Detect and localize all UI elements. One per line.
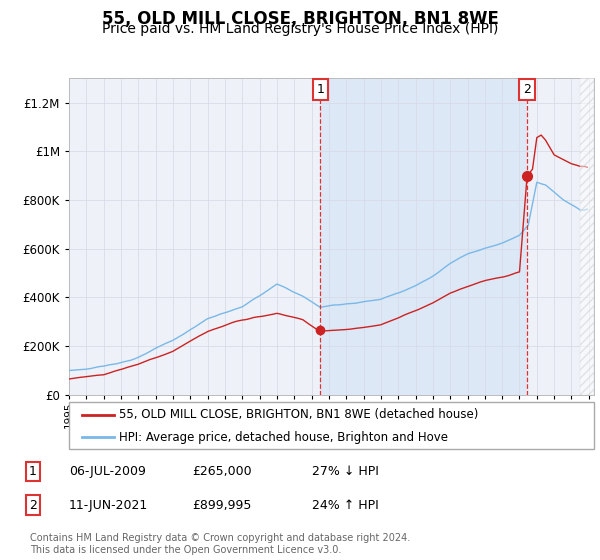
Text: £265,000: £265,000 <box>192 465 251 478</box>
Text: 06-JUL-2009: 06-JUL-2009 <box>69 465 146 478</box>
Text: 1: 1 <box>316 83 324 96</box>
Text: 1: 1 <box>29 465 37 478</box>
Text: £899,995: £899,995 <box>192 498 251 512</box>
Text: 24% ↑ HPI: 24% ↑ HPI <box>312 498 379 512</box>
Text: 55, OLD MILL CLOSE, BRIGHTON, BN1 8WE: 55, OLD MILL CLOSE, BRIGHTON, BN1 8WE <box>101 10 499 28</box>
Bar <box>320 78 527 395</box>
Text: Price paid vs. HM Land Registry's House Price Index (HPI): Price paid vs. HM Land Registry's House … <box>102 22 498 36</box>
Text: 11-JUN-2021: 11-JUN-2021 <box>69 498 148 512</box>
Text: 27% ↓ HPI: 27% ↓ HPI <box>312 465 379 478</box>
Text: 55, OLD MILL CLOSE, BRIGHTON, BN1 8WE (detached house): 55, OLD MILL CLOSE, BRIGHTON, BN1 8WE (d… <box>119 408 478 421</box>
Text: Contains HM Land Registry data © Crown copyright and database right 2024.
This d: Contains HM Land Registry data © Crown c… <box>30 533 410 555</box>
FancyBboxPatch shape <box>69 402 594 449</box>
Text: 2: 2 <box>523 83 531 96</box>
Text: 2: 2 <box>29 498 37 512</box>
Text: HPI: Average price, detached house, Brighton and Hove: HPI: Average price, detached house, Brig… <box>119 431 448 444</box>
